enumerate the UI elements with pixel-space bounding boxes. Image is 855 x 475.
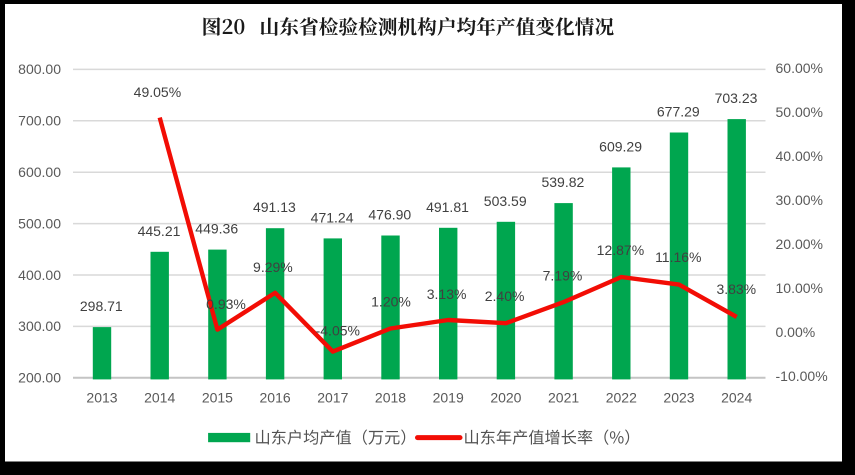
svg-text:449.36: 449.36 xyxy=(195,221,238,237)
svg-text:2019: 2019 xyxy=(433,390,464,406)
svg-text:2014: 2014 xyxy=(144,390,175,406)
svg-text:2021: 2021 xyxy=(548,390,579,406)
svg-text:476.90: 476.90 xyxy=(368,207,411,223)
svg-text:1.20%: 1.20% xyxy=(371,294,411,310)
svg-text:-4.05%: -4.05% xyxy=(316,323,360,339)
svg-text:600.00: 600.00 xyxy=(18,164,61,180)
svg-text:2023: 2023 xyxy=(663,390,694,406)
svg-text:2018: 2018 xyxy=(375,390,406,406)
svg-text:700.00: 700.00 xyxy=(18,113,61,129)
svg-text:703.23: 703.23 xyxy=(715,90,758,106)
svg-text:2020: 2020 xyxy=(490,390,521,406)
svg-text:445.21: 445.21 xyxy=(138,223,181,239)
svg-text:12.87%: 12.87% xyxy=(597,242,644,258)
svg-text:298.71: 298.71 xyxy=(80,298,123,314)
svg-text:30.00%: 30.00% xyxy=(776,192,823,208)
svg-text:3.13%: 3.13% xyxy=(427,286,467,302)
svg-text:11.16%: 11.16% xyxy=(655,249,701,265)
svg-text:200.00: 200.00 xyxy=(18,370,61,386)
svg-text:609.29: 609.29 xyxy=(599,138,642,154)
svg-text:2017: 2017 xyxy=(317,390,348,406)
svg-text:2022: 2022 xyxy=(606,390,637,406)
svg-text:10.00%: 10.00% xyxy=(776,280,823,296)
svg-text:9.29%: 9.29% xyxy=(253,259,293,275)
svg-text:471.24: 471.24 xyxy=(311,209,354,225)
svg-text:7.19%: 7.19% xyxy=(543,267,583,283)
svg-text:539.82: 539.82 xyxy=(541,174,584,190)
svg-text:2015: 2015 xyxy=(202,390,233,406)
svg-text:40.00%: 40.00% xyxy=(776,148,823,164)
svg-text:2.40%: 2.40% xyxy=(485,288,525,304)
svg-text:0.93%: 0.93% xyxy=(206,296,246,312)
svg-text:400.00: 400.00 xyxy=(18,267,61,283)
svg-text:0.00%: 0.00% xyxy=(776,324,816,340)
svg-text:3.83%: 3.83% xyxy=(716,281,756,297)
svg-text:300.00: 300.00 xyxy=(18,318,61,334)
svg-text:677.29: 677.29 xyxy=(657,104,700,120)
svg-text:491.13: 491.13 xyxy=(253,199,296,215)
svg-text:49.05%: 49.05% xyxy=(134,84,181,100)
svg-text:-10.00%: -10.00% xyxy=(776,368,828,384)
svg-text:20.00%: 20.00% xyxy=(776,236,823,252)
svg-text:491.81: 491.81 xyxy=(426,199,469,215)
svg-text:2013: 2013 xyxy=(86,390,117,406)
svg-text:800.00: 800.00 xyxy=(18,61,61,77)
svg-text:50.00%: 50.00% xyxy=(776,104,823,120)
svg-text:503.59: 503.59 xyxy=(484,193,527,209)
svg-text:500.00: 500.00 xyxy=(18,215,61,231)
svg-text:2016: 2016 xyxy=(260,390,291,406)
svg-text:60.00%: 60.00% xyxy=(776,60,823,76)
svg-text:2024: 2024 xyxy=(721,390,752,406)
